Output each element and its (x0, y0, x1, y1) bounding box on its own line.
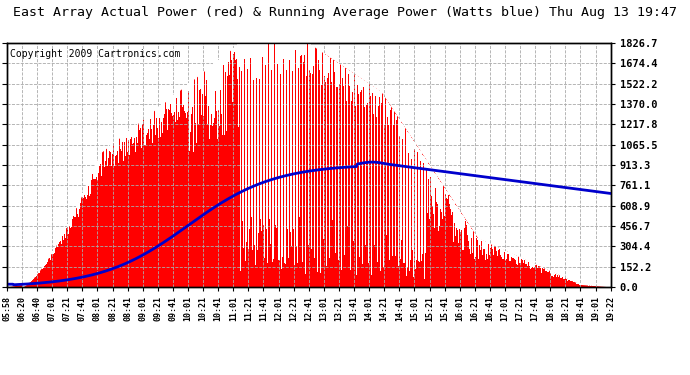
Text: Copyright 2009 Cartronics.com: Copyright 2009 Cartronics.com (10, 49, 180, 59)
Text: East Array Actual Power (red) & Running Average Power (Watts blue) Thu Aug 13 19: East Array Actual Power (red) & Running … (13, 6, 677, 19)
